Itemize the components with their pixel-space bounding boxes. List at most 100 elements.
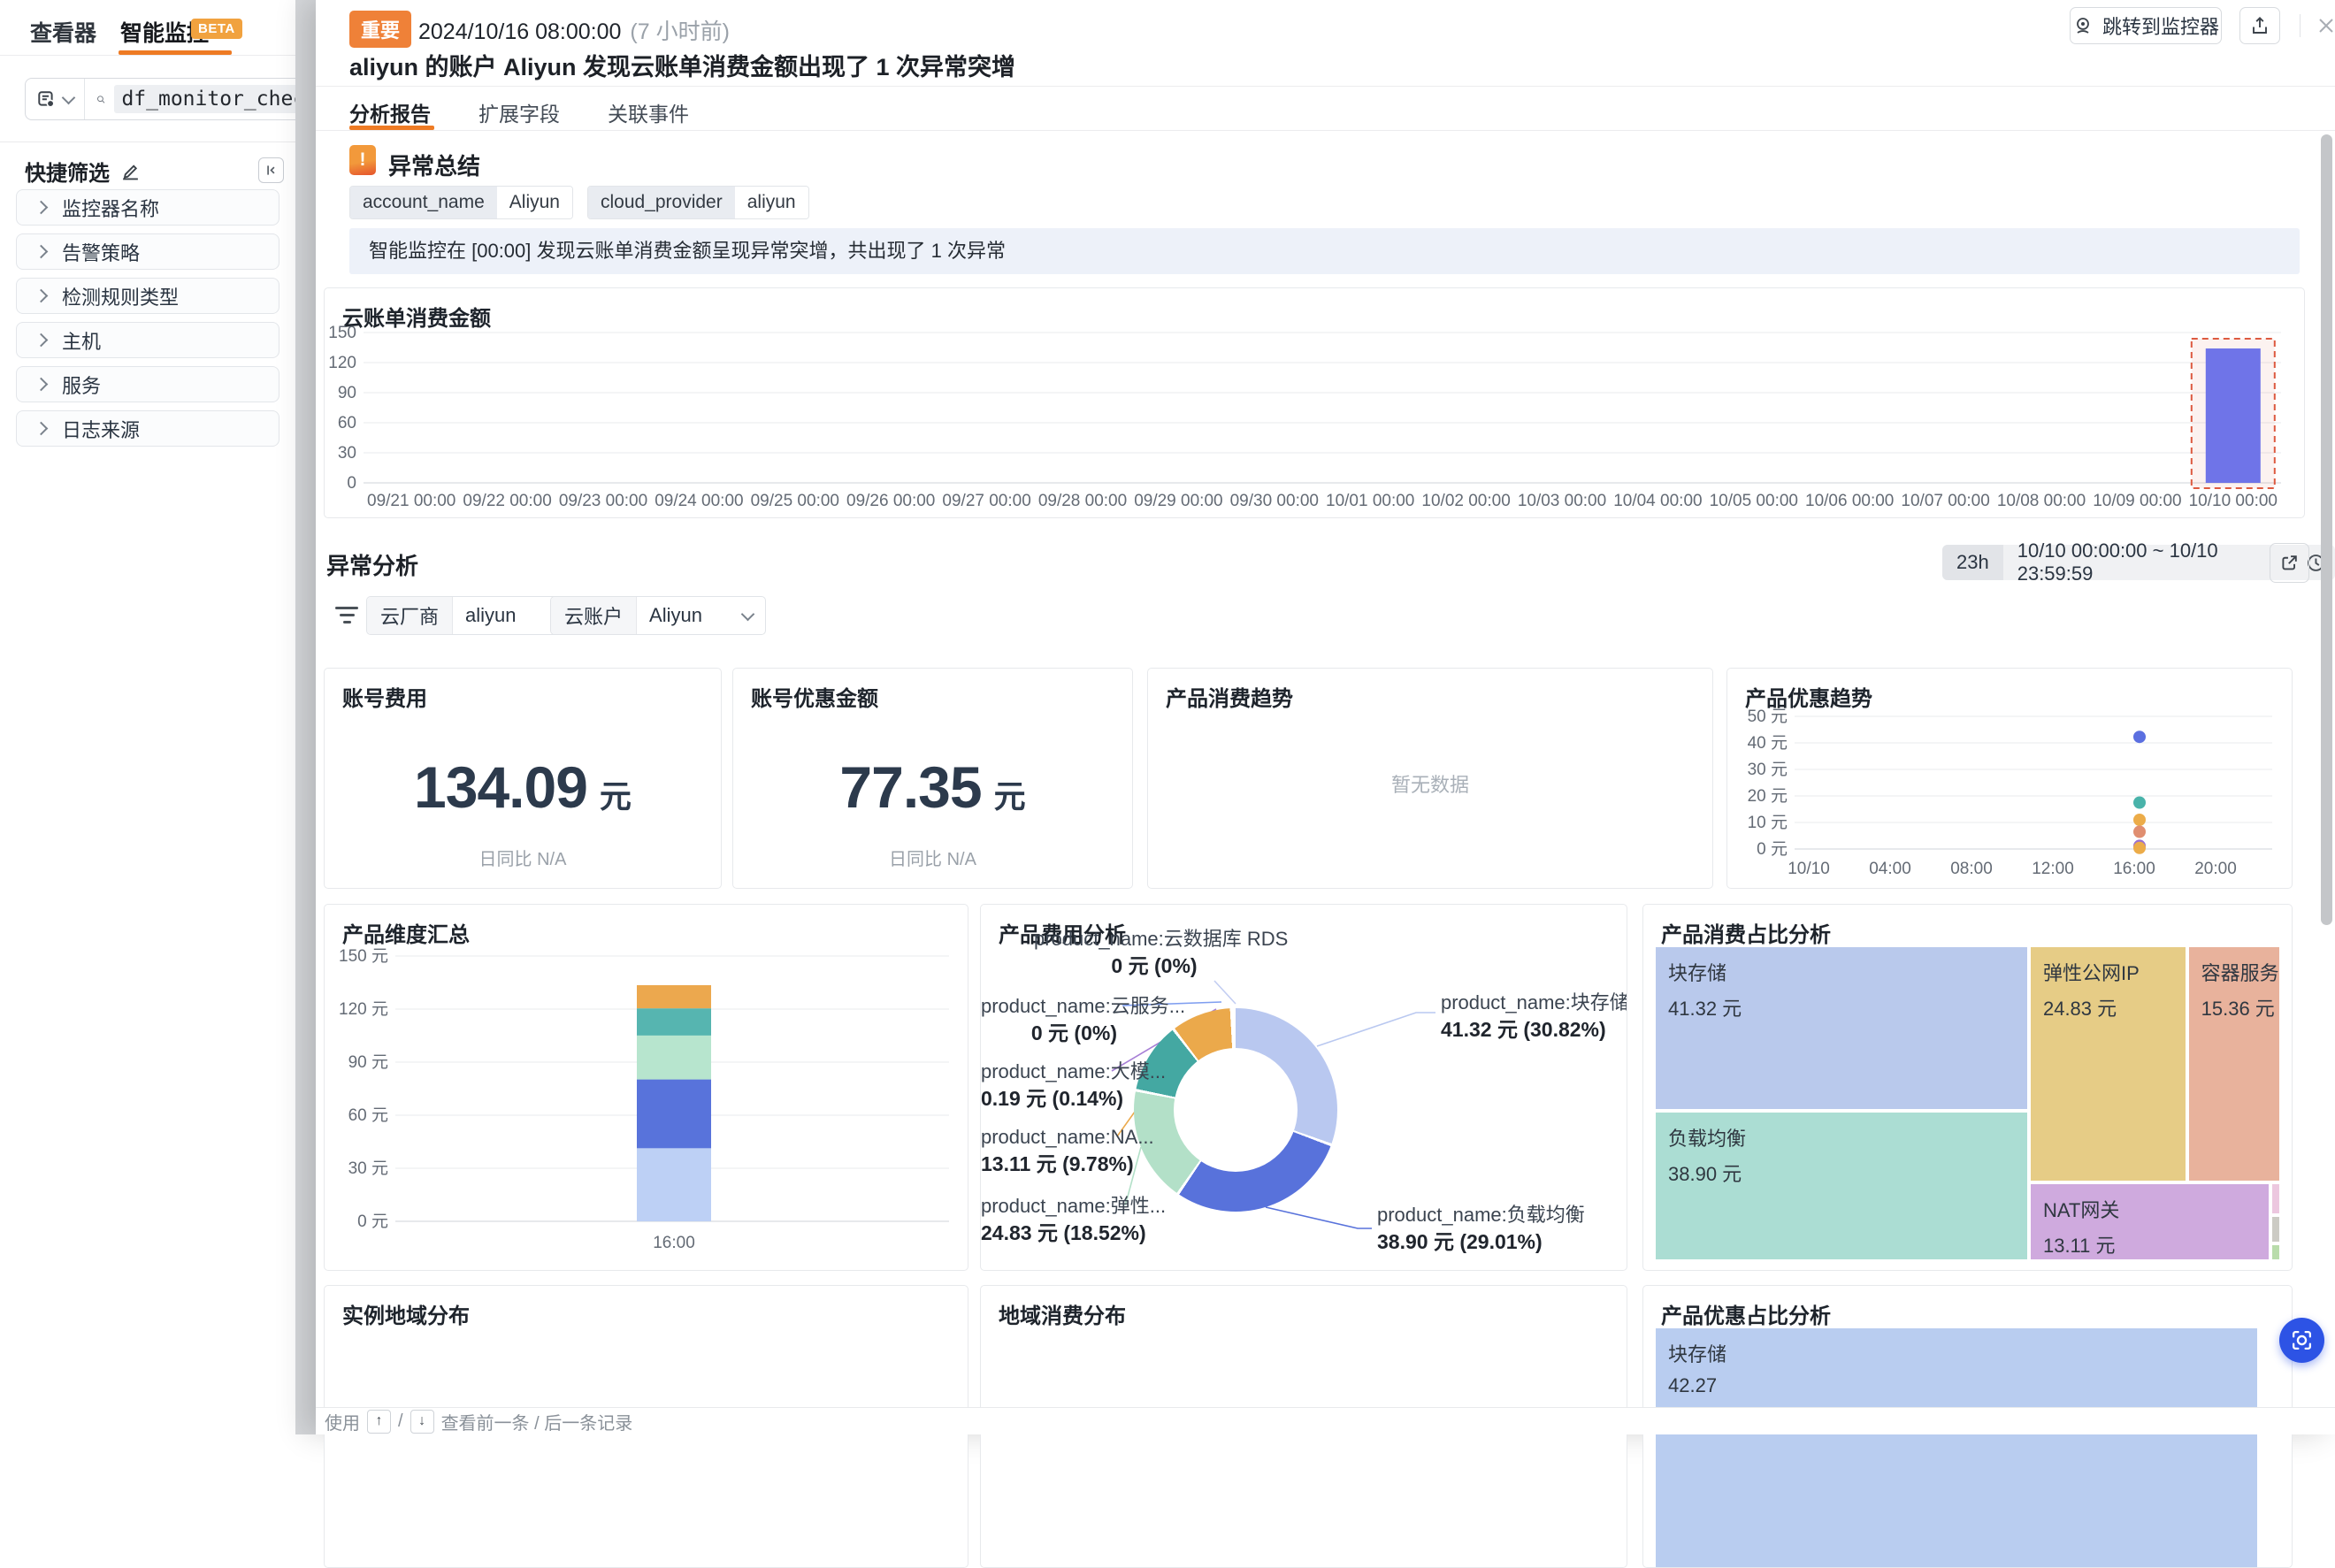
dim-backdrop — [295, 0, 316, 1434]
treemap-block-NAT网关[interactable]: NAT网关 13.11 元 — [2028, 1182, 2270, 1261]
screenshot-fab-button[interactable] — [2279, 1318, 2324, 1363]
sidebar-filter-item[interactable]: 主机 — [16, 322, 279, 358]
event-timestamp: 2024/10/16 08:00:00 (7 小时前) — [418, 19, 730, 44]
sidebar-filter-item[interactable]: 监控器名称 — [16, 189, 279, 226]
account-cost-card: 账号费用 134.09 元日同比 N/A — [324, 668, 722, 889]
svg-text:120 元: 120 元 — [339, 1000, 388, 1019]
filter-icon[interactable] — [335, 607, 358, 624]
bill-trend-card: 云账单消费金额 150 120 90 60 30 0 09/21 00:00 09/22 00:… — [324, 287, 2305, 518]
event-title: aliyun 的账户 Aliyun 发现云账单消费金额出现了 1 次异常突增 — [349, 54, 1016, 80]
sidebar-filter-item[interactable]: 告警策略 — [16, 233, 279, 270]
svg-text:10/09 00:00: 10/09 00:00 — [2093, 492, 2181, 510]
anomaly-analysis-heading: 异常分析 — [326, 553, 419, 579]
monitor-icon — [2077, 18, 2089, 34]
tab-related-events[interactable]: 关联事件 — [608, 103, 689, 126]
treemap-block-块存储[interactable]: 块存储 41.32 元 — [1654, 945, 2029, 1111]
tab-extended-fields[interactable]: 扩展字段 — [478, 103, 560, 126]
export-button[interactable] — [2239, 7, 2280, 44]
external-link-icon — [2282, 555, 2297, 570]
cloud-provider-select[interactable]: 云厂商 aliyun — [366, 596, 580, 635]
collapse-sidebar-icon[interactable] — [258, 157, 284, 183]
tag-account-name[interactable]: account_name Aliyun — [349, 186, 573, 219]
treemap-block-small[interactable] — [2270, 1215, 2281, 1244]
card-title: 账号费用 — [342, 687, 427, 711]
svg-text:0 元: 0 元 — [1757, 840, 1788, 859]
donut-callout: product_name:大模... 0.19 元 (0.14%) — [981, 1060, 1167, 1110]
tab-analysis-report[interactable]: 分析报告 — [349, 103, 431, 126]
card-title: 产品优惠趋势 — [1745, 687, 1872, 711]
chevron-right-icon — [34, 377, 49, 392]
edit-pencil-icon[interactable] — [120, 161, 141, 181]
svg-text:09/25 00:00: 09/25 00:00 — [751, 492, 839, 510]
donut-callout: product_name:NA... 13.11 元 (9.78%) — [981, 1126, 1154, 1175]
chevron-right-icon — [34, 333, 49, 348]
svg-text:10/08 00:00: 10/08 00:00 — [1997, 492, 2086, 510]
sidebar-filter-item[interactable]: 服务 — [16, 366, 279, 402]
product-cost-trend-card: 产品消费趋势 暂无数据 — [1147, 668, 1713, 889]
search-type-select[interactable] — [26, 79, 85, 119]
stacked-bar-segment-容器服务 — [637, 1008, 711, 1036]
open-in-new-button[interactable] — [2270, 543, 2309, 583]
treemap-block-small[interactable] — [2270, 1182, 2281, 1216]
card-title: 产品费用分析 — [999, 923, 1126, 947]
stat-value: 77.35 元 — [839, 754, 1026, 820]
bill-bar — [2205, 348, 2261, 483]
svg-text:09/24 00:00: 09/24 00:00 — [655, 492, 743, 510]
donut-callout: product_name:负载均衡 38.90 元 (29.01%) — [1377, 1204, 1585, 1253]
svg-text:09/23 00:00: 09/23 00:00 — [559, 492, 647, 510]
treemap-area: 块存储 42.27 — [1654, 1327, 2281, 1567]
treemap-block-small[interactable] — [2270, 1243, 2281, 1261]
scatter-point — [2133, 825, 2146, 838]
donut-callout: product_name:云数据库 RDS 0 元 (0%) — [1034, 928, 1289, 977]
svg-text:10/10 00:00: 10/10 00:00 — [2189, 492, 2278, 510]
navigation-hint-footer: 使用 ↑ / ↓ 查看前一条 / 后一条记录 — [316, 1407, 2335, 1434]
scan-icon — [2293, 1331, 2311, 1350]
svg-text:20 元: 20 元 — [1748, 787, 1788, 806]
tab-viewer[interactable]: 查看器 — [30, 21, 97, 46]
tag-cloud-provider[interactable]: cloud_provider aliyun — [586, 186, 809, 219]
treemap-block-块存储[interactable]: 块存储 42.27 — [1654, 1327, 2260, 1567]
treemap-block-弹性公网IP[interactable]: 弹性公网IP 24.83 元 — [2028, 945, 2187, 1182]
svg-text:20:00: 20:00 — [2194, 860, 2237, 878]
cloud-account-select[interactable]: 云账户 Aliyun — [550, 596, 766, 635]
divider — [2300, 14, 2301, 37]
divider — [316, 86, 2335, 87]
svg-text:10/02 00:00: 10/02 00:00 — [1421, 492, 1510, 510]
jump-to-monitor-button[interactable]: 跳转到监控器 — [2070, 7, 2222, 44]
chevron-down-icon — [740, 607, 755, 621]
beta-badge: BETA — [191, 19, 242, 39]
log-type-icon — [38, 91, 55, 108]
scrollbar-thumb[interactable] — [2321, 134, 2332, 925]
svg-text:10 元: 10 元 — [1748, 814, 1788, 832]
svg-text:90 元: 90 元 — [348, 1053, 388, 1072]
svg-text:150 元: 150 元 — [339, 947, 388, 966]
severity-badge: 重要 — [349, 11, 412, 48]
anomaly-summary-message: 智能监控在 [00:00] 发现云账单消费金额呈现异常突增，共出现了 1 次异常 — [349, 228, 2300, 274]
donut-callout: product_name:弹性... 24.83 元 (18.52%) — [981, 1195, 1167, 1244]
card-title: 账号优惠金额 — [751, 687, 878, 711]
svg-text:30 元: 30 元 — [1748, 761, 1788, 779]
treemap-block-负载均衡[interactable]: 负载均衡 38.90 元 — [1654, 1110, 2029, 1261]
card-title: 实例地域分布 — [342, 1304, 470, 1328]
stat-footnote: 日同比 N/A — [889, 850, 976, 869]
svg-text:120: 120 — [328, 354, 356, 372]
svg-text:09/29 00:00: 09/29 00:00 — [1134, 492, 1222, 510]
anomaly-summary-heading: 异常总结 — [388, 153, 481, 180]
time-range-value: 10/10 00:00:00 ~ 10/10 23:59:59 — [2017, 539, 2218, 585]
stat-value: 134.09 元 — [414, 754, 632, 820]
svg-text:09/26 00:00: 09/26 00:00 — [846, 492, 935, 510]
sidebar-filter-item[interactable]: 日志来源 — [16, 410, 279, 447]
donut-callout: product_name:云服务... 0 元 (0%) — [981, 995, 1186, 1044]
treemap-block-容器服务K...[interactable]: 容器服务K...15.36 元 — [2186, 945, 2281, 1182]
search-bar[interactable]: df_monitor_check — [25, 78, 295, 120]
card-title: 产品维度汇总 — [342, 923, 470, 947]
search-input[interactable]: df_monitor_check — [114, 85, 295, 113]
svg-text:16:00: 16:00 — [653, 1234, 695, 1252]
close-icon[interactable] — [2310, 10, 2335, 42]
svg-text:40 元: 40 元 — [1748, 734, 1788, 753]
svg-text:16:00: 16:00 — [2113, 860, 2155, 878]
stacked-bar-segment-弹性公网IP — [637, 1035, 711, 1080]
sidebar-filter-item[interactable]: 检测规则类型 — [16, 278, 279, 314]
product-summary-chart: 150 元 120 元 90 元 60 元 30 元 0 元 16:00 — [339, 947, 949, 1252]
event-detail-panel: 重要 2024/10/16 08:00:00 (7 小时前) 跳转到监控器 ali… — [316, 0, 2335, 1568]
